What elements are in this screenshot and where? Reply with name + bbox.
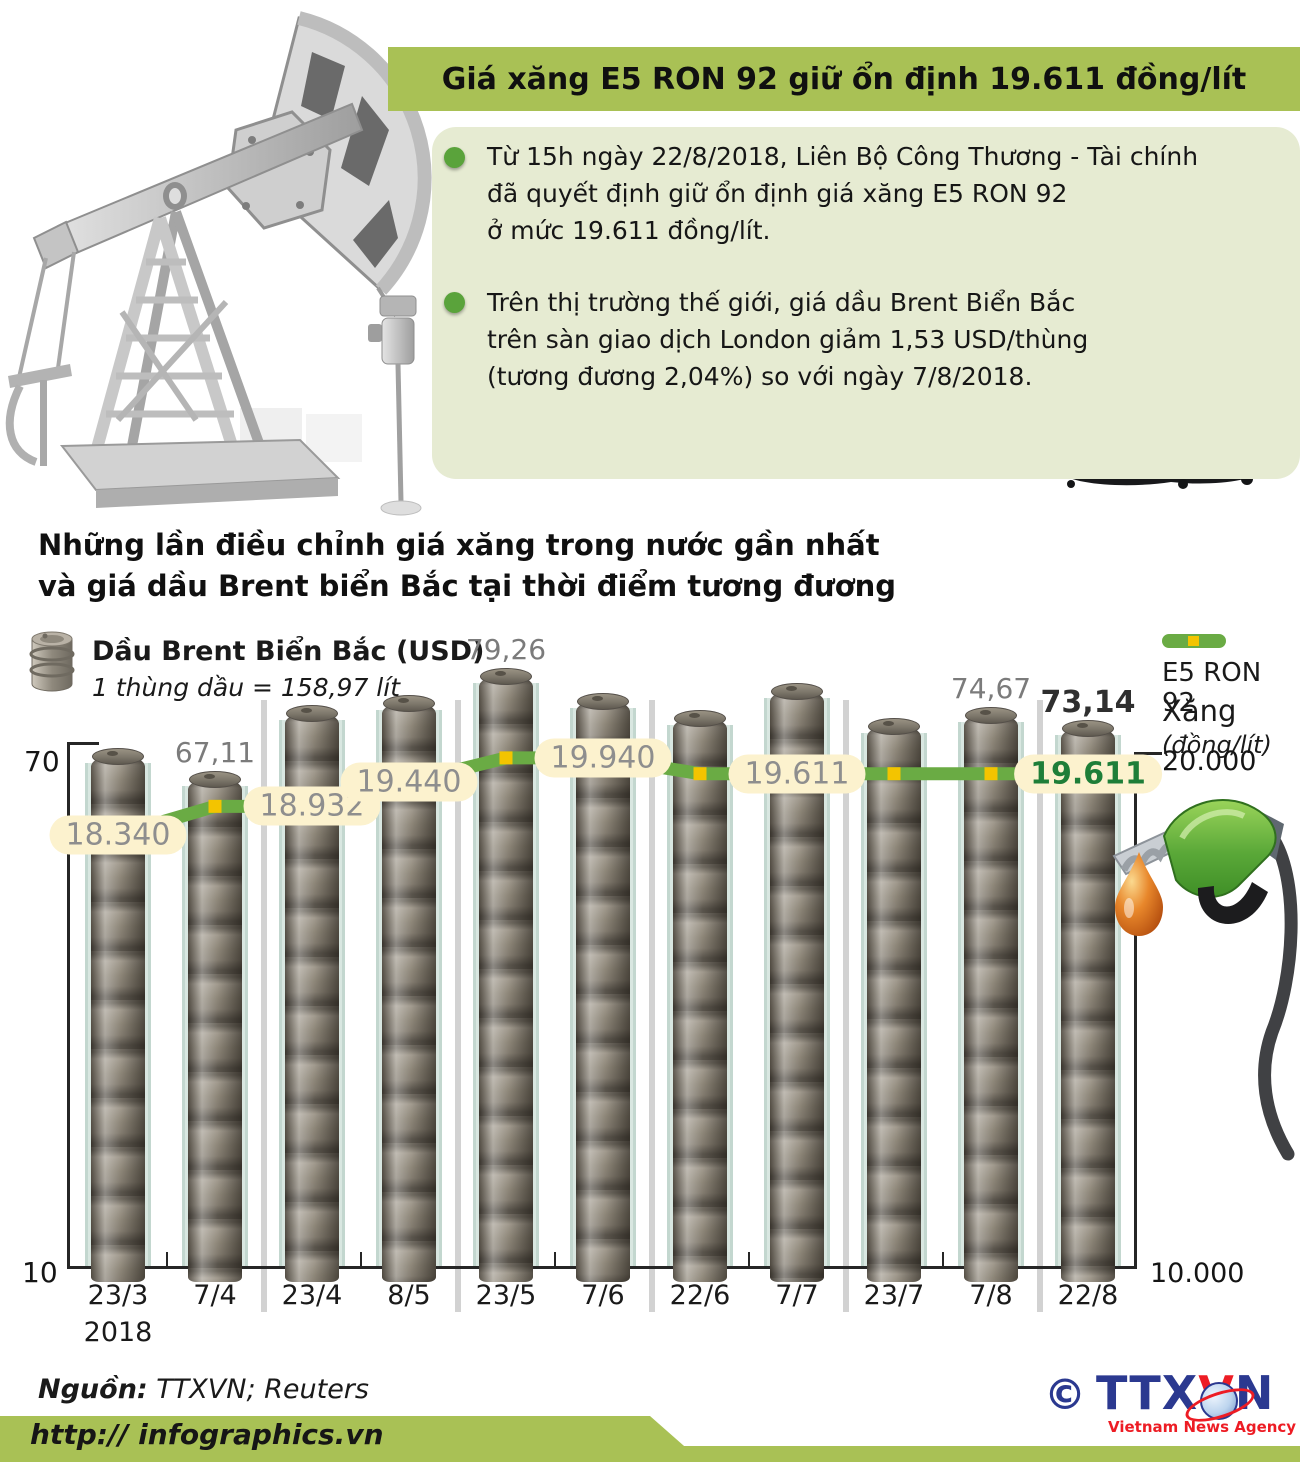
title-bar: Giá xăng E5 RON 92 giữ ổn định 19.611 đồ… [388,47,1300,111]
source-line: Nguồn: TTXVN; Reuters [38,1374,369,1405]
marker-swatch [1188,636,1199,646]
x-axis-date-label: 23/5 [475,1280,537,1311]
x-axis-date-label: 7/8 [969,1280,1013,1311]
x-axis-date-label: 22/6 [669,1280,731,1311]
brent-bar [964,706,1018,1282]
logo-ttx: TTX [1096,1366,1199,1420]
source-label: Nguồn: [38,1374,148,1405]
axis-tick [941,1252,944,1266]
brent-value-label: 74,67 [950,671,1032,705]
bar-background-strip [473,683,539,1266]
bar-background-strip [764,697,830,1266]
left-axis-bracket [67,742,99,745]
url-bar: http:// infographics.vn [0,1416,692,1453]
page-title: Giá xăng E5 RON 92 giữ ổn định 19.611 đồ… [441,61,1247,97]
source-value: TTXVN; Reuters [147,1374,369,1405]
brent-legend-subtitle: 1 thùng dầu = 158,97 lít [92,673,400,702]
e5-price-label: 19.611 [728,754,866,794]
x-axis-date-label: 23/7 [863,1280,925,1311]
brent-value-label: 73,14 [1040,684,1136,720]
brent-bar [479,668,533,1282]
brent-bar [91,748,145,1282]
month-separator [454,700,461,1312]
fuel-nozzle-illustration [1112,799,1298,1161]
bar-background-strip [667,725,733,1266]
adjustment-marker [208,799,222,813]
logo-n: N [1234,1366,1275,1420]
right-axis-top-label: 20.000 [1162,746,1257,777]
copyright-icon: © [1044,1370,1086,1419]
month-separator [842,700,849,1312]
brent-legend-title: Dầu Brent Biển Bắc (USD) [92,636,485,667]
brent-bar [188,771,242,1282]
bar-background-strip [85,763,151,1266]
right-axis-bottom-label: 10.000 [1150,1258,1245,1289]
barrel-icon [29,631,75,692]
axis-tick [553,1252,556,1266]
globe-icon [1200,1382,1238,1420]
right-axis-bracket [1134,752,1162,755]
month-separator [260,700,267,1312]
e5-price-label: 18.932 [243,786,381,826]
bar-background-strip [570,708,636,1266]
bar-background-strip [279,719,345,1266]
e5-legend-xang: Xăng [1162,694,1237,728]
x-axis-date-label: 23/4 [281,1280,343,1311]
month-separator [648,700,655,1312]
left-axis-top-label: 70 [24,745,60,778]
left-axis-line [67,742,70,1268]
ttxvn-logo: © TTXVN Vietnam News Agency [1038,1366,1297,1436]
left-axis-bottom-label: 10 [22,1256,58,1289]
adjustment-marker [693,767,707,781]
adjustment-marker [887,767,901,781]
x-axis-date-label: 7/4 [193,1280,237,1311]
adjustment-marker [499,751,513,765]
bar-background-strip [861,732,927,1266]
infographics-url: http:// infographics.vn [30,1418,384,1451]
e5-price-label: 18.340 [49,815,187,855]
bar-background-strip [182,786,248,1266]
bullet-dot [444,147,465,168]
e5-price-label: 19.940 [534,738,672,778]
brent-bar [673,710,727,1282]
e5-price-label: 19.440 [340,762,478,802]
x-axis-line [67,1266,1137,1269]
x-axis-year-label: 2018 [83,1317,153,1348]
month-separator [1036,700,1043,1312]
axis-tick [747,1252,750,1266]
brent-bar [770,682,824,1282]
brent-bar [285,704,339,1282]
x-axis-date-label: 23/3 [87,1280,149,1311]
chart-heading: Những lần điều chỉnh giá xăng trong nước… [38,528,897,603]
bar-background-strip [958,721,1024,1266]
bullet-dot [444,292,465,313]
brent-bar [867,717,921,1282]
bullet-text-1: Từ 15h ngày 22/8/2018, Liên Bộ Công Thươ… [487,142,1199,245]
x-axis-date-label: 7/6 [581,1280,625,1311]
x-axis-date-label: 7/7 [775,1280,819,1311]
x-axis-date-label: 8/5 [387,1280,431,1311]
e5-legend-label: E5 RON 92 [1162,658,1262,718]
summary-panel [432,127,1300,479]
e5-line-swatch [1162,634,1226,648]
brent-value-label: 67,11 [174,736,256,770]
brent-bar [382,694,436,1282]
brent-bar [576,693,630,1282]
e5-legend-unit: (đồng/lít) [1162,731,1272,759]
x-axis-date-label: 22/8 [1057,1280,1119,1311]
logo-tagline: Vietnam News Agency [1108,1418,1297,1436]
axis-tick [359,1252,362,1266]
oil-pump-jack-illustration [5,11,432,516]
adjustment-marker [984,767,998,781]
bar-background-strip [376,709,442,1266]
axis-tick [165,1252,168,1266]
bullet-text-2: Trên thị trường thế giới, giá dầu Brent … [487,288,1089,391]
